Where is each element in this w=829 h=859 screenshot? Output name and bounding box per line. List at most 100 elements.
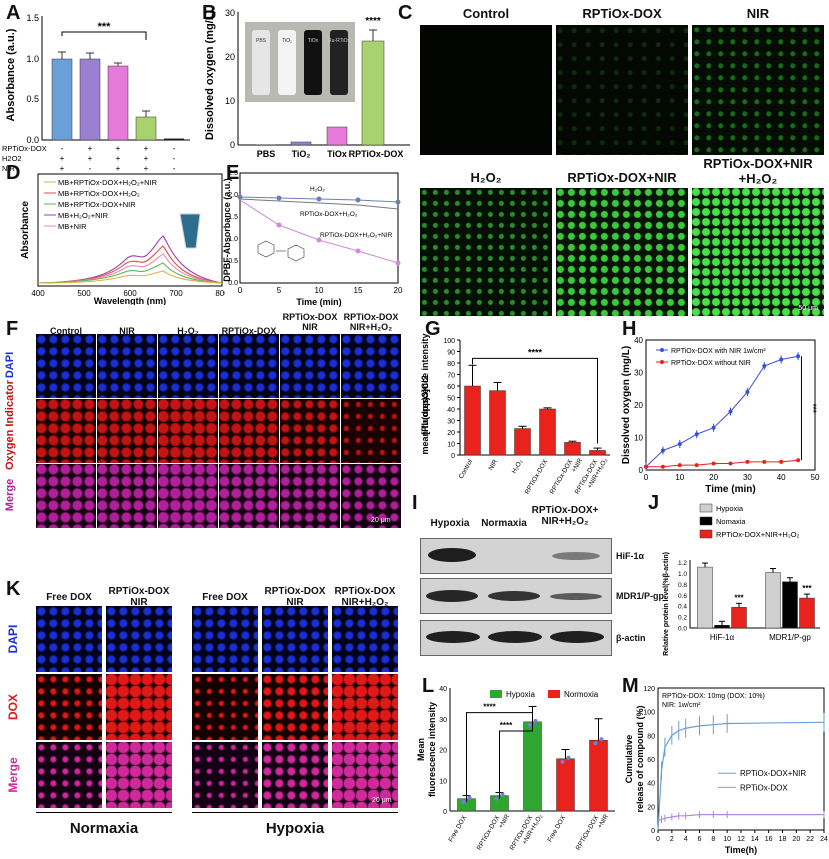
panel-h-xlabel: Time (min): [705, 484, 755, 495]
panel-j-ylabel: Relative protein level(%β-actin): [663, 552, 670, 656]
svg-text:10: 10: [315, 286, 324, 295]
panel-a-row-label: NIR: [2, 164, 16, 173]
panel-h-xtick: 40: [777, 473, 786, 482]
panel-g-ytick: 60: [447, 384, 455, 391]
panel-i-band-label: MDR1/P-gp: [616, 591, 664, 601]
panel-k-row-label: Merge: [6, 757, 20, 793]
panel-f-image: [158, 464, 218, 528]
svg-text:700: 700: [169, 289, 183, 298]
panel-f-image: [36, 464, 96, 528]
panel-h-xtick: 50: [811, 473, 820, 482]
panel-h-point: [796, 354, 801, 359]
svg-text:0: 0: [230, 140, 235, 150]
panel-h-legend: RPTiOx-DOX with NIR 1w/cm²: [671, 348, 766, 355]
panel-i-col: Normaxia: [481, 518, 527, 529]
panel-a-bar: [107, 65, 129, 141]
panel-k-image: [106, 606, 172, 672]
svg-text:-: -: [173, 154, 176, 163]
panel-g-ytick: 20: [447, 430, 455, 437]
panel-k-image: [262, 674, 328, 740]
panel-l-bar: [523, 721, 542, 812]
panel-c-image: [556, 25, 688, 155]
panel-h-point: [779, 459, 784, 464]
svg-text:0: 0: [238, 286, 243, 295]
panel-h-xtick: 30: [743, 473, 752, 482]
panel-i-band-label: β-actin: [616, 633, 646, 643]
panel-m-xtick: 10: [723, 836, 731, 843]
panel-h-point: [694, 432, 699, 437]
panel-j-legend: Hypoxia: [716, 504, 744, 513]
panel-m-xlabel: Time(h): [725, 845, 757, 855]
panel-h-point: [711, 461, 716, 466]
panel-f-title: H₂O₂: [177, 326, 199, 336]
panel-a-ytick: 1.0: [26, 54, 39, 64]
panel-h-chart: 0 10 20 30 40 50 0 10 20 30 40 Time (min) Dissolved …: [621, 336, 820, 495]
svg-text:H₂O₂: H₂O₂: [310, 186, 325, 193]
panel-k-image: [106, 742, 172, 808]
panel-l-legend: Hypoxia: [506, 690, 535, 699]
panel-m-xtick: 8: [711, 836, 715, 843]
svg-text:15: 15: [354, 286, 363, 295]
panel-k-group-label: Hypoxia: [265, 820, 325, 837]
panel-g-ytick: 40: [447, 407, 455, 414]
panel-a-ytick: 1.5: [26, 13, 39, 23]
panel-j-bar: [697, 566, 713, 629]
panel-m-xtick: 6: [698, 836, 702, 843]
panel-l-xtick: Free DOX: [547, 814, 568, 843]
panel-g-ytick: 100: [443, 338, 455, 345]
svg-text:0.5: 0.5: [228, 258, 238, 265]
panel-g-ytick: 70: [447, 373, 455, 380]
panel-k-title: RPTiOx-DOX NIR+H₂O₂: [334, 586, 396, 608]
panel-l-ytick: 30: [439, 717, 447, 724]
panel-j-xtick: MDR1/P-gp: [769, 633, 811, 642]
panel-m-xtick: 24: [820, 836, 828, 843]
panel-m-line: [657, 721, 825, 831]
panel-h-point: [728, 461, 733, 466]
svg-text:+: +: [144, 144, 149, 153]
svg-text:TiO₂: TiO₂: [282, 38, 292, 44]
panel-f-image: [97, 399, 157, 463]
panel-c-image: 50 μm: [692, 188, 824, 316]
panel-f-image: [219, 399, 279, 463]
panel-m-ytick: 20: [647, 804, 655, 811]
svg-text:800: 800: [215, 289, 225, 298]
svg-text:+: +: [116, 144, 121, 153]
panel-k-image: [262, 606, 328, 672]
svg-text:+: +: [116, 164, 121, 173]
svg-text:+: +: [60, 154, 65, 163]
panel-h-point: [660, 448, 665, 453]
panel-l-xtick: Free DOX: [448, 814, 469, 843]
svg-text:400: 400: [31, 289, 45, 298]
panel-l-ytick: 10: [439, 778, 447, 785]
panel-g-ytick: 50: [447, 396, 455, 403]
panel-letter-c: C: [398, 2, 413, 24]
svg-text:TiOx: TiOx: [327, 149, 347, 159]
panel-c-title: RPTiOx-DOX+NIR: [567, 170, 677, 185]
panel-c-title: H₂O₂: [470, 170, 502, 185]
panel-g-bar: [514, 428, 531, 456]
panel-g-chart: [Ru(dpp)3]Cl2mean fluorescence intensity…: [420, 333, 610, 496]
panel-l-xtick: RPTiOx-DOX+NIR: [575, 809, 611, 856]
panel-k-image: [192, 674, 258, 740]
panel-k-image: [192, 606, 258, 672]
panel-g-xtick: H₂O₂: [511, 458, 525, 475]
panel-h-point: [762, 459, 767, 464]
panel-m-ytick: 100: [643, 710, 655, 717]
svg-text:MB+H₂O₂+NIR: MB+H₂O₂+NIR: [58, 211, 109, 220]
panel-j-significance: ***: [802, 584, 812, 593]
panel-d-curve: [37, 270, 223, 284]
panel-m-legend: RPTiOx-DOX+NIR: [740, 769, 806, 778]
panel-h-point: [644, 464, 648, 469]
panel-c-title: Control: [462, 6, 510, 21]
panel-h-xtick: 0: [644, 473, 649, 482]
panel-k-title: Free DOX: [202, 592, 248, 603]
panel-m-ytick: 0: [651, 828, 655, 835]
panel-c-image: [420, 188, 552, 316]
panel-k-image: [332, 674, 398, 740]
panel-k-image: [36, 606, 102, 672]
dpbf-structure-icon: [257, 240, 305, 262]
panel-letter-j: J: [648, 492, 660, 514]
panel-j-bar: [799, 597, 815, 629]
panel-b-chart: Dissolved oxygen (mg/L) 0 10 20 30 PBS T…: [204, 8, 410, 159]
svg-text:MB+RPTiOx-DOX+H₂O₂: MB+RPTiOx-DOX+H₂O₂: [58, 189, 140, 198]
